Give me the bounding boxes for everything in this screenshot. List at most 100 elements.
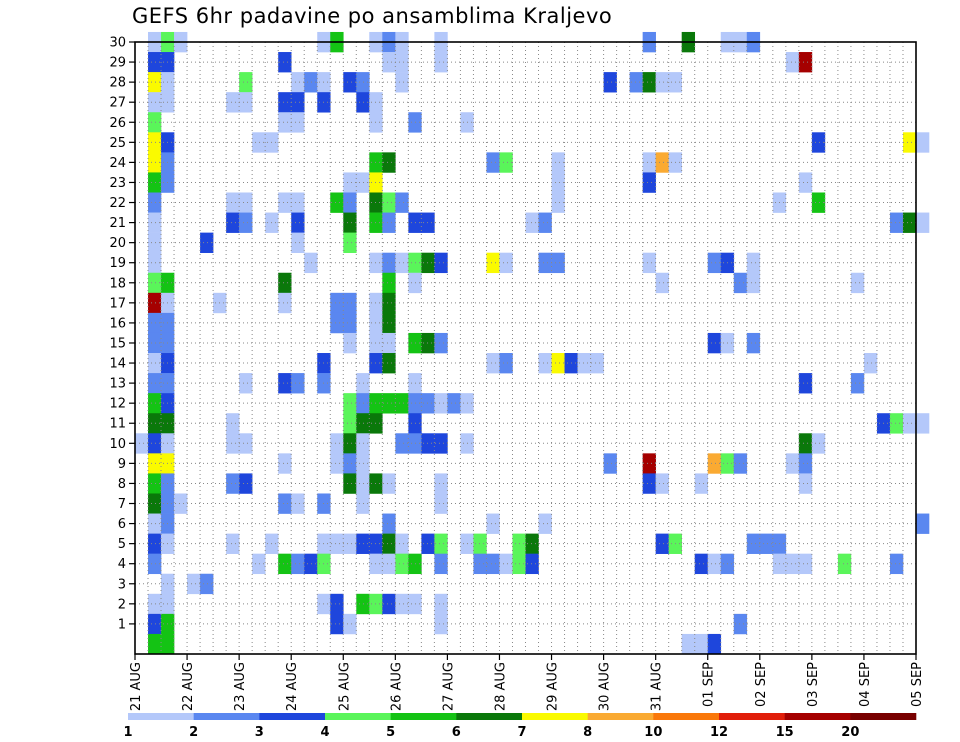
heatmap-cell (278, 453, 292, 474)
y-tick-label: 14 (109, 357, 126, 372)
heatmap-cell (486, 353, 500, 374)
colorbar-label: 4 (320, 725, 329, 740)
heatmap-cell (538, 252, 552, 274)
heatmap-cell (148, 513, 162, 534)
heatmap-cell (603, 72, 617, 93)
colorbar-segment (719, 713, 785, 720)
heatmap-cell (343, 292, 357, 314)
heatmap-cell (135, 433, 149, 454)
y-tick-label: 24 (109, 156, 126, 171)
heatmap-cell (811, 433, 826, 454)
heatmap-cell (655, 152, 669, 173)
heatmap-cell (382, 553, 396, 575)
heatmap-cell (343, 312, 357, 334)
y-tick-label: 4 (118, 557, 126, 572)
heatmap-cell (486, 152, 500, 173)
heatmap-cell (148, 252, 162, 274)
heatmap-cell (707, 553, 722, 575)
heatmap-cell (343, 433, 357, 454)
x-tick-label: 25 AUG (337, 662, 352, 711)
heatmap-cell (798, 52, 813, 73)
x-tick-label: 23 AUG (233, 662, 248, 711)
heatmap-cell (434, 252, 448, 274)
heatmap-cell (343, 473, 357, 494)
heatmap-cell (382, 272, 396, 294)
heatmap-cell (148, 413, 162, 434)
heatmap-cell (239, 72, 253, 93)
heatmap-cell (785, 453, 800, 474)
heatmap-cell (551, 353, 565, 374)
heatmap-cell (902, 212, 917, 233)
heatmap-cell (330, 453, 344, 474)
heatmap-cell (551, 172, 565, 193)
heatmap-cell (850, 373, 865, 394)
heatmap-cell (343, 232, 357, 253)
x-tick-label: 04 SEP (858, 662, 873, 707)
colorbar-label: 10 (644, 725, 662, 740)
y-tick-label: 20 (109, 236, 126, 251)
heatmap-cell (148, 272, 162, 294)
y-tick-label: 16 (109, 316, 126, 331)
heatmap-cell (798, 172, 813, 193)
heatmap-cell (226, 92, 240, 113)
heatmap-cell (291, 192, 305, 213)
heatmap-cell (148, 132, 162, 153)
y-tick-label: 17 (109, 296, 126, 311)
heatmap-cell (642, 453, 656, 474)
heatmap-cell (304, 553, 318, 575)
heatmap-cell (382, 212, 396, 233)
heatmap-cell (642, 152, 656, 173)
x-tick-label: 22 AUG (181, 662, 196, 711)
heatmap-cell (239, 433, 253, 454)
heatmap-cell (278, 292, 292, 314)
heatmap-cell (421, 533, 435, 554)
heatmap-cell (148, 613, 162, 635)
heatmap-cell (356, 172, 370, 193)
heatmap-cell (148, 453, 162, 474)
heatmap-cell (291, 373, 305, 394)
heatmap-cell (239, 212, 253, 233)
y-tick-label: 30 (109, 36, 126, 51)
heatmap-cell (525, 553, 539, 575)
heatmap-cell (382, 52, 396, 73)
heatmap-cell (239, 92, 253, 113)
colorbar-segment (784, 713, 851, 720)
heatmap-cell (174, 493, 188, 514)
heatmap-cell (278, 493, 292, 514)
heatmap-cell (798, 553, 813, 575)
heatmap-cell (538, 212, 552, 233)
heatmap-cell (239, 373, 253, 394)
heatmap-cell (291, 72, 305, 93)
heatmap-cell (785, 553, 800, 575)
heatmap-cell (278, 373, 292, 394)
heatmap-cell (356, 393, 370, 414)
heatmap-cell (200, 232, 214, 253)
heatmap-cell (538, 513, 552, 534)
heatmap-cell (291, 212, 305, 233)
y-tick-label: 7 (118, 497, 126, 512)
y-tick-label: 13 (109, 377, 126, 392)
heatmap-cell (382, 353, 396, 374)
heatmap-cell (226, 473, 240, 494)
heatmap-cell (343, 192, 357, 213)
colorbar-label: 12 (710, 725, 728, 740)
colorbar-label: 5 (386, 725, 395, 740)
heatmap-cell (655, 473, 669, 494)
heatmap-cell (252, 553, 266, 575)
heatmap-cell (395, 252, 409, 274)
heatmap-cell (356, 92, 370, 113)
heatmap-cell (434, 433, 448, 454)
heatmap-cell (395, 433, 409, 454)
heatmap-cell (148, 473, 162, 494)
heatmap-cell (226, 212, 240, 233)
heatmap-cell (148, 112, 162, 133)
y-tick-label: 12 (109, 397, 126, 412)
y-tick-label: 19 (109, 256, 126, 271)
heatmap-cell (733, 272, 748, 294)
heatmap-cell (551, 192, 565, 213)
heatmap-cell (707, 252, 722, 274)
x-tick-label: 28 AUG (493, 662, 508, 711)
heatmap-cell (148, 353, 162, 374)
y-tick-label: 27 (109, 96, 126, 111)
heatmap-cell (916, 132, 930, 153)
